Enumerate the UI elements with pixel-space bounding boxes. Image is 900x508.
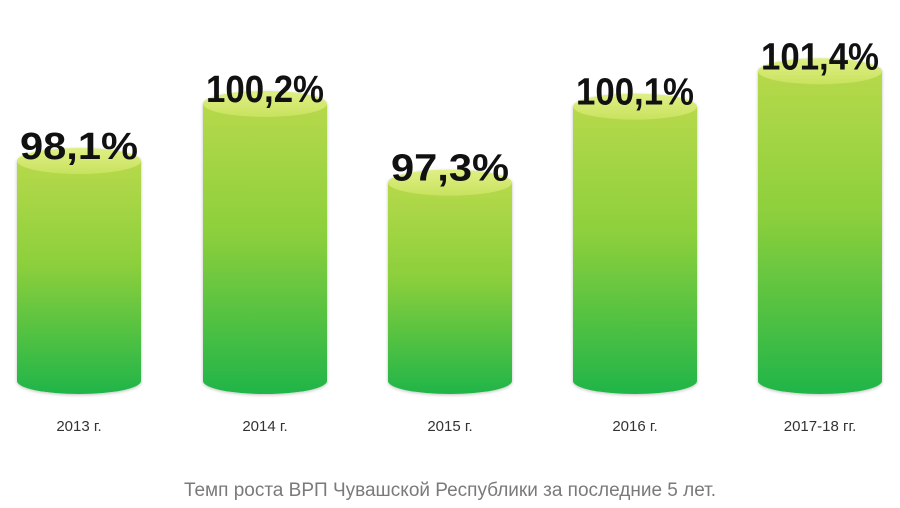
category-label: 2017-18 гг. [784, 418, 857, 435]
value-label: 98,1% [20, 126, 138, 168]
bar-body [203, 103, 327, 394]
bar-body [388, 182, 512, 394]
bar-cap [573, 93, 697, 120]
bar-1 [17, 147, 141, 394]
category-label: 2013 г. [56, 418, 101, 435]
value-label: 97,3% [391, 148, 509, 190]
bar-cap [17, 147, 141, 174]
bars-layer [17, 58, 882, 395]
bar-cap [388, 169, 512, 196]
bar-2 [203, 90, 327, 394]
bar-4 [573, 93, 697, 394]
value-labels-layer: 98,1% 100,2% 97,3% 100,1% 101,4% [20, 36, 879, 189]
category-labels-layer: 2013 г. 2014 г. 2015 г. 2016 г. 2017-18 гг. [56, 418, 856, 435]
bar-cap [203, 90, 327, 117]
value-label: 100,1% [576, 72, 694, 114]
category-label: 2014 г. [242, 418, 287, 435]
bar-cap [758, 58, 882, 85]
chart-caption: Темп роста ВРП Чувашской Республики за п… [184, 480, 716, 501]
category-label: 2015 г. [427, 418, 472, 435]
bar-body [573, 106, 697, 394]
bar-3 [388, 169, 512, 394]
bar-5 [758, 58, 882, 395]
value-label: 101,4% [761, 36, 879, 78]
value-label: 100,2% [206, 69, 324, 111]
bar-body [17, 160, 141, 394]
bar-body [758, 71, 882, 395]
category-label: 2016 г. [612, 418, 657, 435]
